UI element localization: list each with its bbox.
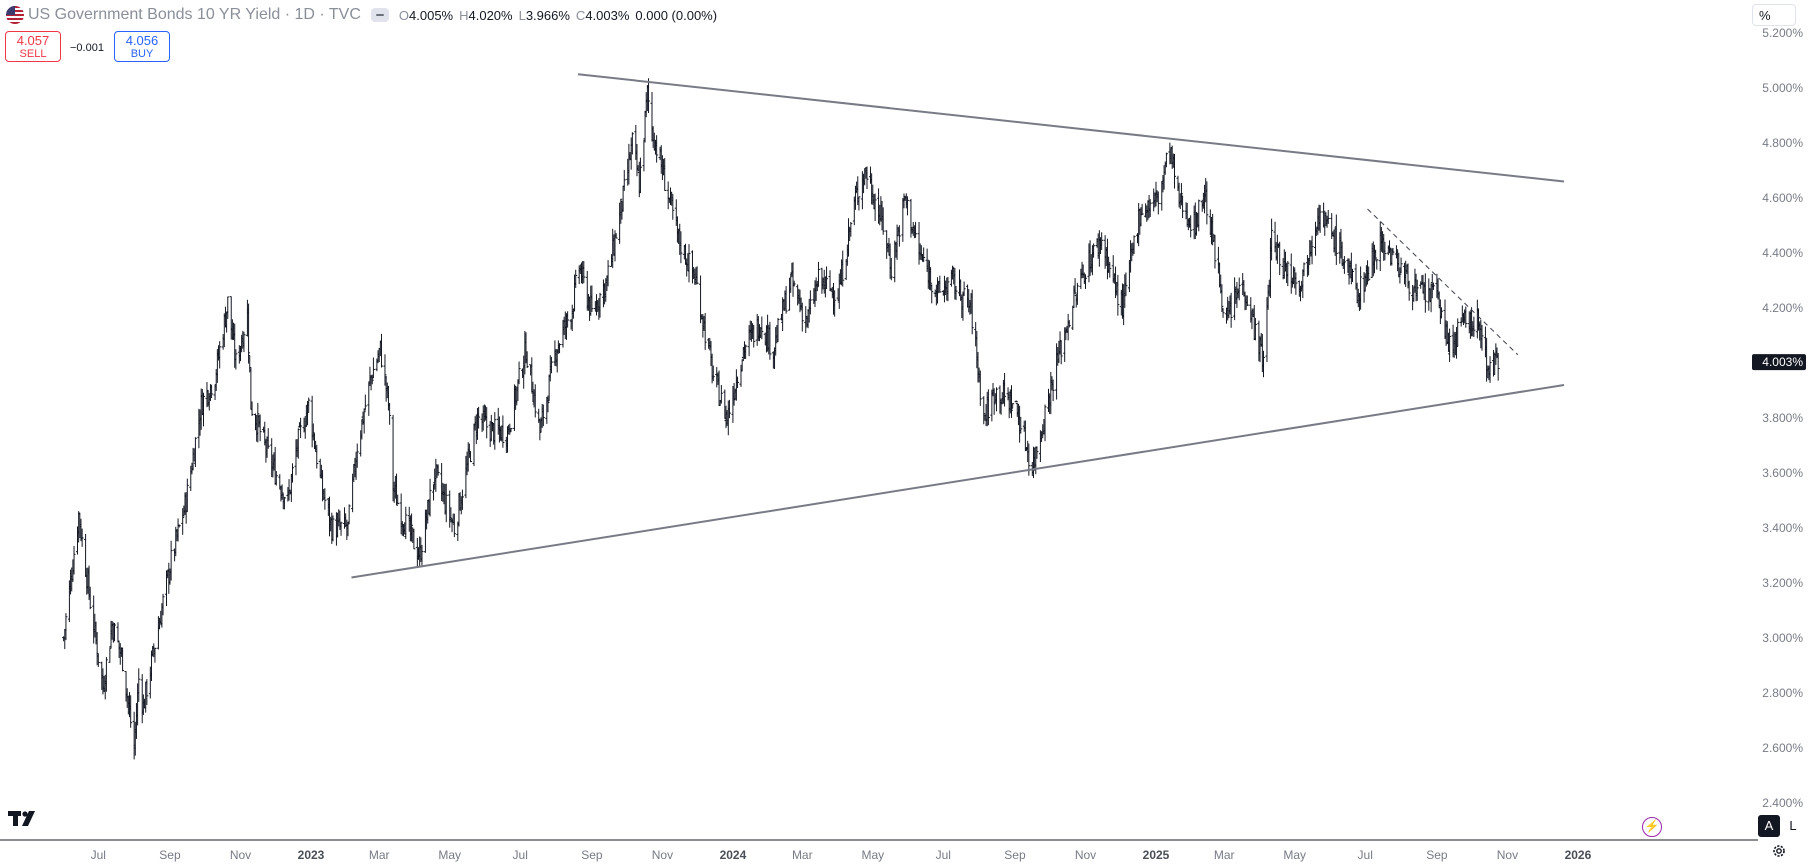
- x-tick-label: Jul: [513, 848, 528, 862]
- y-tick-label: 3.600%: [1762, 466, 1803, 480]
- current-price-label: 4.003%: [1762, 355, 1803, 369]
- y-tick-label: 3.400%: [1762, 521, 1803, 535]
- y-tick-label: 4.200%: [1762, 301, 1803, 315]
- buy-price: 4.056: [125, 33, 159, 48]
- ohlc-bars: [62, 78, 1500, 760]
- trendline: [351, 384, 1565, 579]
- us-flag-icon: [6, 6, 24, 24]
- x-tick-label: May: [438, 848, 461, 862]
- price-unit-selector[interactable]: %: [1752, 4, 1796, 26]
- sell-button[interactable]: 4.057 SELL: [5, 31, 61, 62]
- close-value: 4.003%: [585, 7, 630, 23]
- symbol-title[interactable]: US Government Bonds 10 YR Yield · 1D · T…: [28, 6, 361, 23]
- y-tick-label: 4.400%: [1762, 246, 1803, 260]
- x-tick-label: 2024: [720, 848, 747, 862]
- low-value: 3.966%: [525, 7, 570, 23]
- y-tick-label: 3.000%: [1762, 631, 1803, 645]
- x-tick-label: Mar: [1214, 848, 1235, 862]
- x-tick-label: Sep: [1426, 848, 1448, 862]
- auto-scale-button[interactable]: A: [1758, 815, 1780, 837]
- x-tick-label: Jul: [91, 848, 106, 862]
- x-tick-label: Jul: [1358, 848, 1373, 862]
- y-tick-label: 4.600%: [1762, 191, 1803, 205]
- x-tick-label: Sep: [581, 848, 603, 862]
- y-tick-label: 5.200%: [1762, 26, 1803, 40]
- change-value: 0.000 (0.00%): [635, 7, 718, 23]
- y-tick-label: 4.800%: [1762, 136, 1803, 150]
- x-tick-label: Mar: [792, 848, 813, 862]
- x-tick-label: 2023: [298, 848, 325, 862]
- dashed-trendline: [1367, 208, 1519, 356]
- x-tick-label: Nov: [230, 848, 251, 862]
- y-tick-label: 5.000%: [1762, 81, 1803, 95]
- x-tick-label: Nov: [1497, 848, 1518, 862]
- x-tick-label: Mar: [369, 848, 390, 862]
- sell-price: 4.057: [16, 33, 50, 48]
- trendline: [577, 73, 1565, 183]
- open-label: O: [398, 7, 410, 23]
- buy-button[interactable]: 4.056 BUY: [114, 31, 170, 62]
- close-label: C: [575, 7, 586, 23]
- x-tick-label: Nov: [652, 848, 673, 862]
- sell-label: SELL: [19, 48, 47, 60]
- current-price-tag: [1752, 354, 1806, 371]
- x-tick-label: May: [1283, 848, 1306, 862]
- x-tick-label: 2025: [1143, 848, 1170, 862]
- y-tick-label: 2.600%: [1762, 741, 1803, 755]
- y-tick-label: 3.800%: [1762, 411, 1803, 425]
- x-tick-label: Nov: [1075, 848, 1096, 862]
- y-tick-label: 2.800%: [1762, 686, 1803, 700]
- flash-icon[interactable]: ⚡: [1642, 817, 1662, 837]
- high-label: H: [459, 7, 469, 23]
- tradingview-logo-icon[interactable]: [8, 810, 42, 832]
- y-tick-label: 2.400%: [1762, 796, 1803, 810]
- x-tick-label: 2026: [1565, 848, 1592, 862]
- symbol-header: US Government Bonds 10 YR Yield · 1D · T…: [6, 4, 717, 26]
- x-tick-label: May: [861, 848, 884, 862]
- x-tick-label: Jul: [936, 848, 951, 862]
- y-tick-label: 3.200%: [1762, 576, 1803, 590]
- open-value: 4.005%: [409, 7, 454, 23]
- low-label: L: [518, 7, 526, 23]
- spread-value: −0.001: [70, 42, 104, 54]
- hide-indicator-icon[interactable]: [370, 8, 389, 22]
- buy-label: BUY: [130, 48, 154, 60]
- x-tick-label: Sep: [159, 848, 181, 862]
- high-value: 4.020%: [468, 7, 513, 23]
- x-tick-label: Sep: [1004, 848, 1026, 862]
- gear-icon[interactable]: [1771, 843, 1787, 859]
- log-scale-button[interactable]: L: [1789, 818, 1797, 833]
